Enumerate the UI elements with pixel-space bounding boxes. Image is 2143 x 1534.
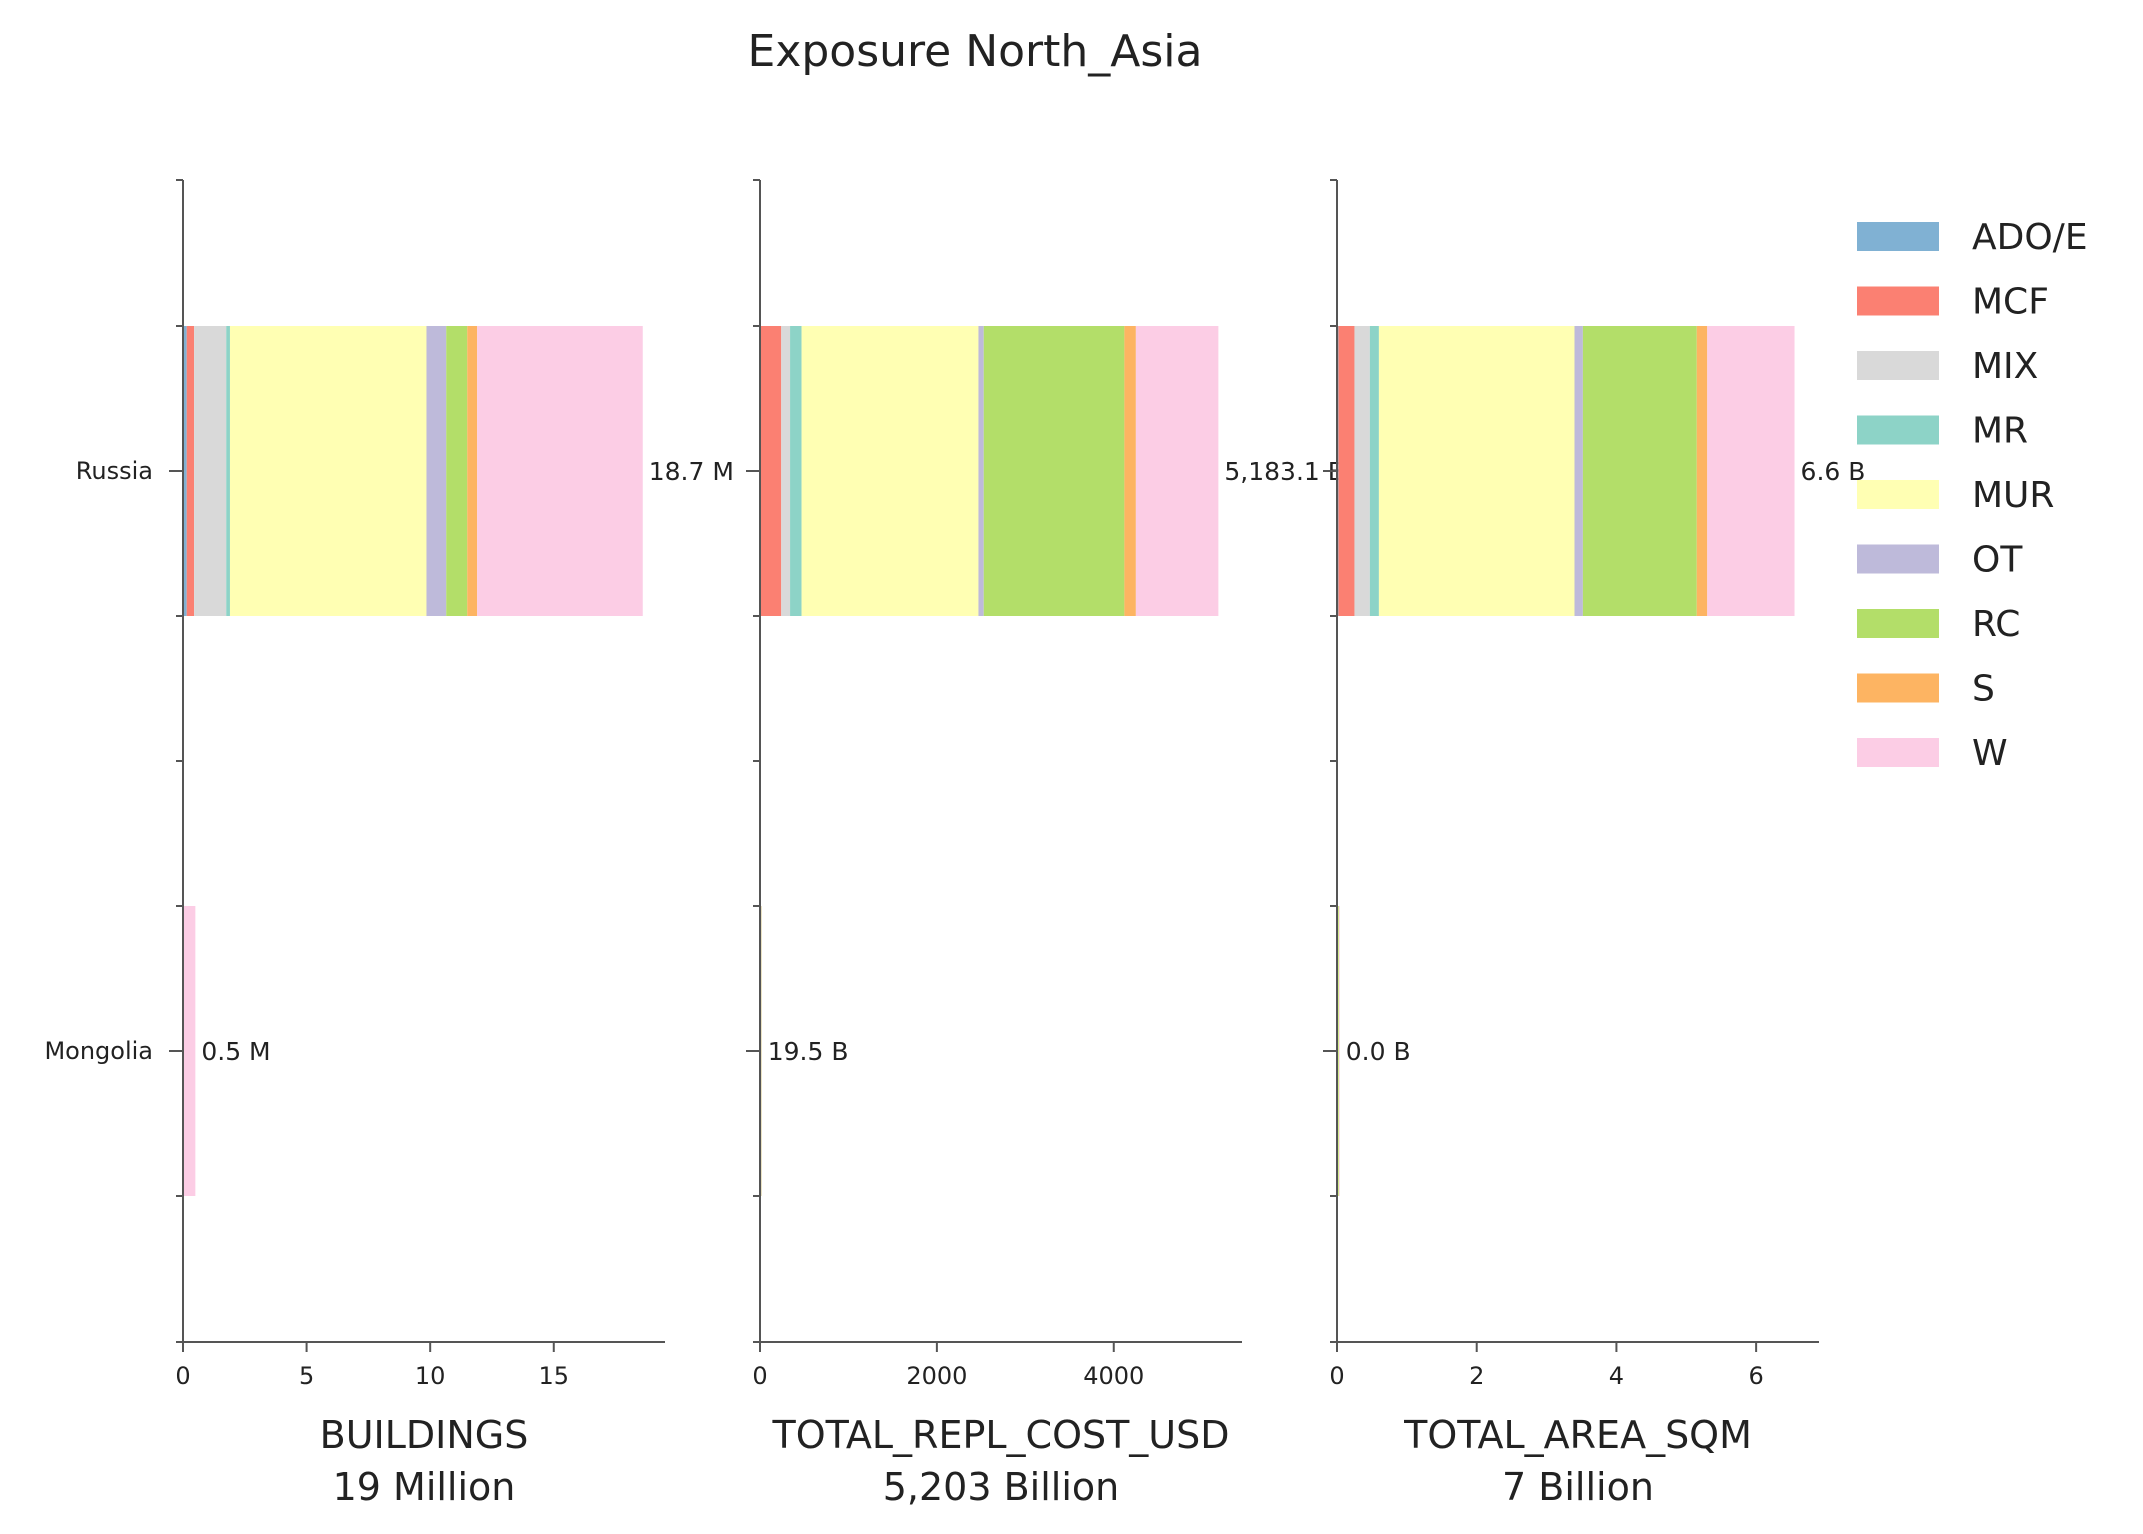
legend-item-w: W — [1857, 733, 2008, 774]
legend-swatch-w — [1857, 738, 1939, 767]
total-label-russia: 18.7 M — [649, 457, 734, 486]
bar-russia-rc — [446, 326, 468, 616]
bar-russia-ot — [426, 326, 447, 616]
x-axis-label: TOTAL_AREA_SQM — [1403, 1413, 1752, 1457]
x-tick-label: 6 — [1748, 1362, 1763, 1390]
x-tick-label: 4000 — [1083, 1362, 1144, 1390]
legend-swatch-mr — [1857, 415, 1939, 445]
x-tick-label: 15 — [538, 1362, 569, 1390]
x-tick-label: 10 — [415, 1362, 446, 1390]
bar-russia-mur — [229, 326, 427, 616]
total-label-mongolia: 19.5 B — [768, 1037, 849, 1066]
x-axis-subtitle: 5,203 Billion — [883, 1465, 1120, 1509]
category-label-russia: Russia — [76, 457, 153, 485]
bar-russia-w — [1135, 326, 1219, 616]
chart-legend: ADO/E MCF MIX MR MUR OT RC SW — [1857, 217, 2088, 774]
panel-total-repl-cost-usd: 5,183.1 B19.5 B0 2000 4000TOTAL_REPL_COST_… — [746, 179, 1345, 1509]
legend-swatch-ado-e — [1857, 222, 1939, 251]
bar-russia-ado-e — [183, 326, 187, 616]
legend-item-s: S — [1857, 669, 1995, 710]
bar-russia-ot — [1574, 326, 1583, 616]
legend-label-mur: MUR — [1972, 475, 2054, 516]
legend-swatch-mur — [1857, 480, 1939, 509]
bar-russia-mix — [1354, 326, 1370, 616]
bar-russia-mr — [226, 326, 230, 616]
x-tick-label: 5 — [299, 1362, 314, 1390]
chart-panels: 18.7 M 0.5 M Russia Mongolia 0 5 10 15 BUILDINGS… — [44, 179, 1866, 1509]
x-tick-label: 2000 — [906, 1362, 967, 1390]
panel-total-area-sqm: 6.6 B 0.0 B 0 2 4 6 TOTAL_AREA_SQM 7 Billion — [1323, 179, 1866, 1509]
legend-label-ado-e: ADO/E — [1972, 217, 2088, 258]
x-axis-subtitle: 19 Million — [333, 1465, 516, 1509]
bar-russia-mix — [781, 326, 791, 616]
bar-mongolia-mur — [1337, 906, 1339, 1196]
bar-russia-w — [1707, 326, 1795, 616]
bar-russia-rc — [1582, 326, 1697, 616]
bar-russia-mix — [194, 326, 227, 616]
panel-buildings: 18.7 M 0.5 M Russia Mongolia 0 5 10 15 BUILDINGS… — [44, 179, 734, 1509]
x-tick-label: 2 — [1469, 1362, 1484, 1390]
total-label-mongolia: 0.5 M — [201, 1037, 270, 1066]
bar-russia-mcf — [1338, 326, 1355, 616]
legend-label-rc: RC — [1972, 604, 2020, 645]
legend-swatch-s — [1857, 673, 1939, 703]
legend-item-mr: MR — [1857, 411, 2028, 452]
legend-label-mr: MR — [1972, 411, 2028, 452]
total-label-mongolia: 0.0 B — [1346, 1037, 1411, 1066]
category-label-mongolia: Mongolia — [44, 1037, 153, 1065]
bar-russia-s — [1696, 326, 1708, 616]
legend-item-rc: RC — [1857, 604, 2020, 645]
bar-russia-mcf — [760, 326, 782, 616]
legend-item-ado-e: ADO/E — [1857, 217, 2088, 258]
legend-label-w: W — [1972, 733, 2008, 774]
x-tick-label: 4 — [1609, 1362, 1624, 1390]
bar-russia-s — [467, 326, 478, 616]
bar-russia-mr — [790, 326, 802, 616]
total-label-russia: 6.6 B — [1801, 457, 1866, 486]
bar-russia-rc — [983, 326, 1125, 616]
bar-russia-mcf — [186, 326, 195, 616]
x-axis-label: TOTAL_REPL_COST_USD — [771, 1413, 1229, 1457]
x-tick-label: 0 — [1329, 1362, 1344, 1390]
bar-russia-mr — [1369, 326, 1379, 616]
legend-swatch-mcf — [1857, 286, 1939, 316]
bar-mongolia-w — [183, 906, 196, 1196]
legend-item-ot: OT — [1857, 540, 2023, 581]
legend-swatch-rc — [1857, 609, 1939, 638]
bar-russia-w — [477, 326, 643, 616]
bar-mongolia-rc — [1338, 906, 1340, 1196]
legend-swatch-mix — [1857, 351, 1939, 380]
x-axis-subtitle: 7 Billion — [1502, 1465, 1654, 1509]
bar-russia-mur — [801, 326, 979, 616]
legend-label-mcf: MCF — [1972, 282, 2049, 323]
legend-label-s: S — [1972, 669, 1995, 710]
x-tick-label: 0 — [175, 1362, 190, 1390]
bar-mongolia-w — [1339, 906, 1340, 1196]
x-tick-label: 0 — [752, 1362, 767, 1390]
legend-item-mur: MUR — [1857, 475, 2054, 516]
legend-swatch-ot — [1857, 544, 1939, 574]
legend-label-ot: OT — [1972, 540, 2023, 581]
bar-russia-mur — [1378, 326, 1575, 616]
x-axis-label: BUILDINGS — [320, 1413, 529, 1457]
chart-title: Exposure North_Asia — [748, 26, 1203, 77]
bar-russia-ot — [978, 326, 984, 616]
bar-russia-s — [1124, 326, 1136, 616]
legend-label-mix: MIX — [1972, 346, 2038, 387]
legend-item-mix: MIX — [1857, 346, 2038, 387]
legend-item-mcf: MCF — [1857, 282, 2049, 323]
